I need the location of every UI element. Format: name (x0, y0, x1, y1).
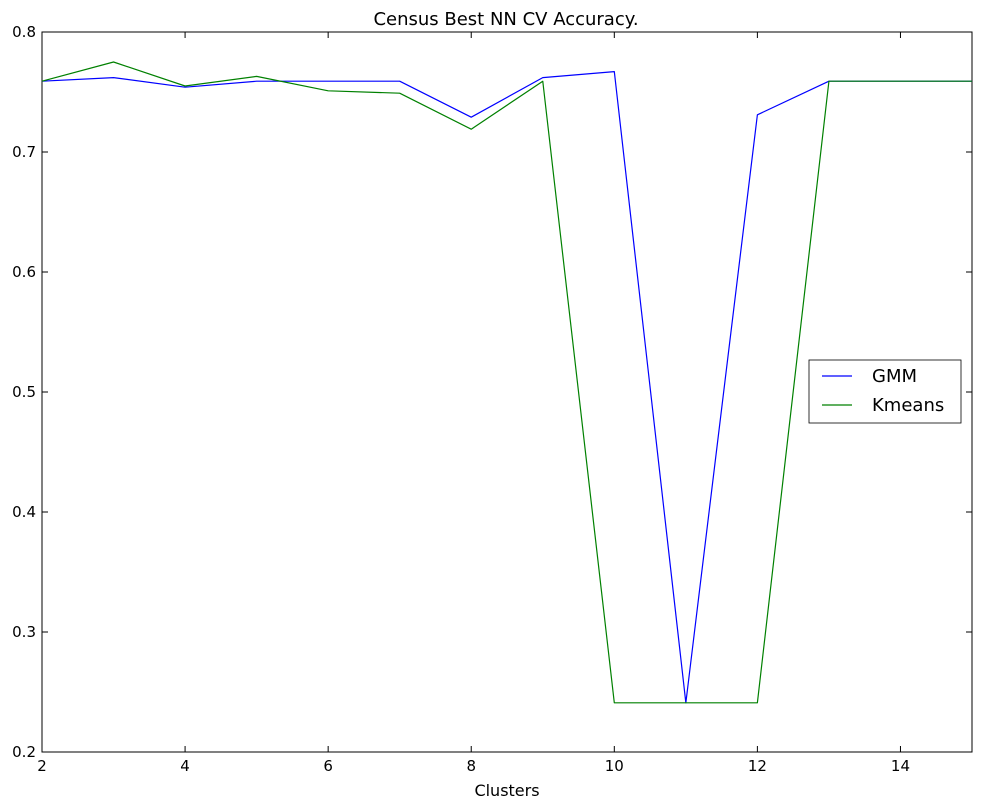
y-tick-label: 0.8 (12, 23, 36, 41)
series-line-kmeans (41, 61, 972, 704)
y-tick-label: 0.5 (12, 383, 36, 401)
legend: GMM Kmeans (808, 359, 962, 424)
y-axis-ticks: 0.2 0.3 0.4 0.5 0.6 0.7 0.8 (12, 23, 972, 761)
x-tick-label: 6 (323, 757, 333, 775)
chart-title: Census Best NN CV Accuracy. (373, 9, 638, 30)
y-tick-label: 0.7 (12, 143, 36, 161)
x-tick-label: 4 (180, 757, 190, 775)
legend-box (808, 359, 962, 424)
series-line-gmm (41, 70, 972, 704)
y-tick-label: 0.6 (12, 263, 36, 281)
legend-label-gmm: GMM (872, 366, 917, 387)
x-tick-label: 8 (466, 757, 476, 775)
series-layer (41, 61, 972, 704)
y-tick-label: 0.3 (12, 623, 36, 641)
x-tick-label: 10 (605, 757, 624, 775)
x-tick-label: 2 (37, 757, 47, 775)
x-axis-ticks: 2 4 6 8 10 12 14 (37, 32, 910, 775)
legend-label-kmeans: Kmeans (872, 395, 944, 416)
y-tick-label: 0.2 (12, 743, 36, 761)
x-tick-label: 12 (748, 757, 767, 775)
x-axis-title: Clusters (474, 781, 539, 800)
x-tick-label: 14 (891, 757, 910, 775)
y-tick-label: 0.4 (12, 503, 36, 521)
